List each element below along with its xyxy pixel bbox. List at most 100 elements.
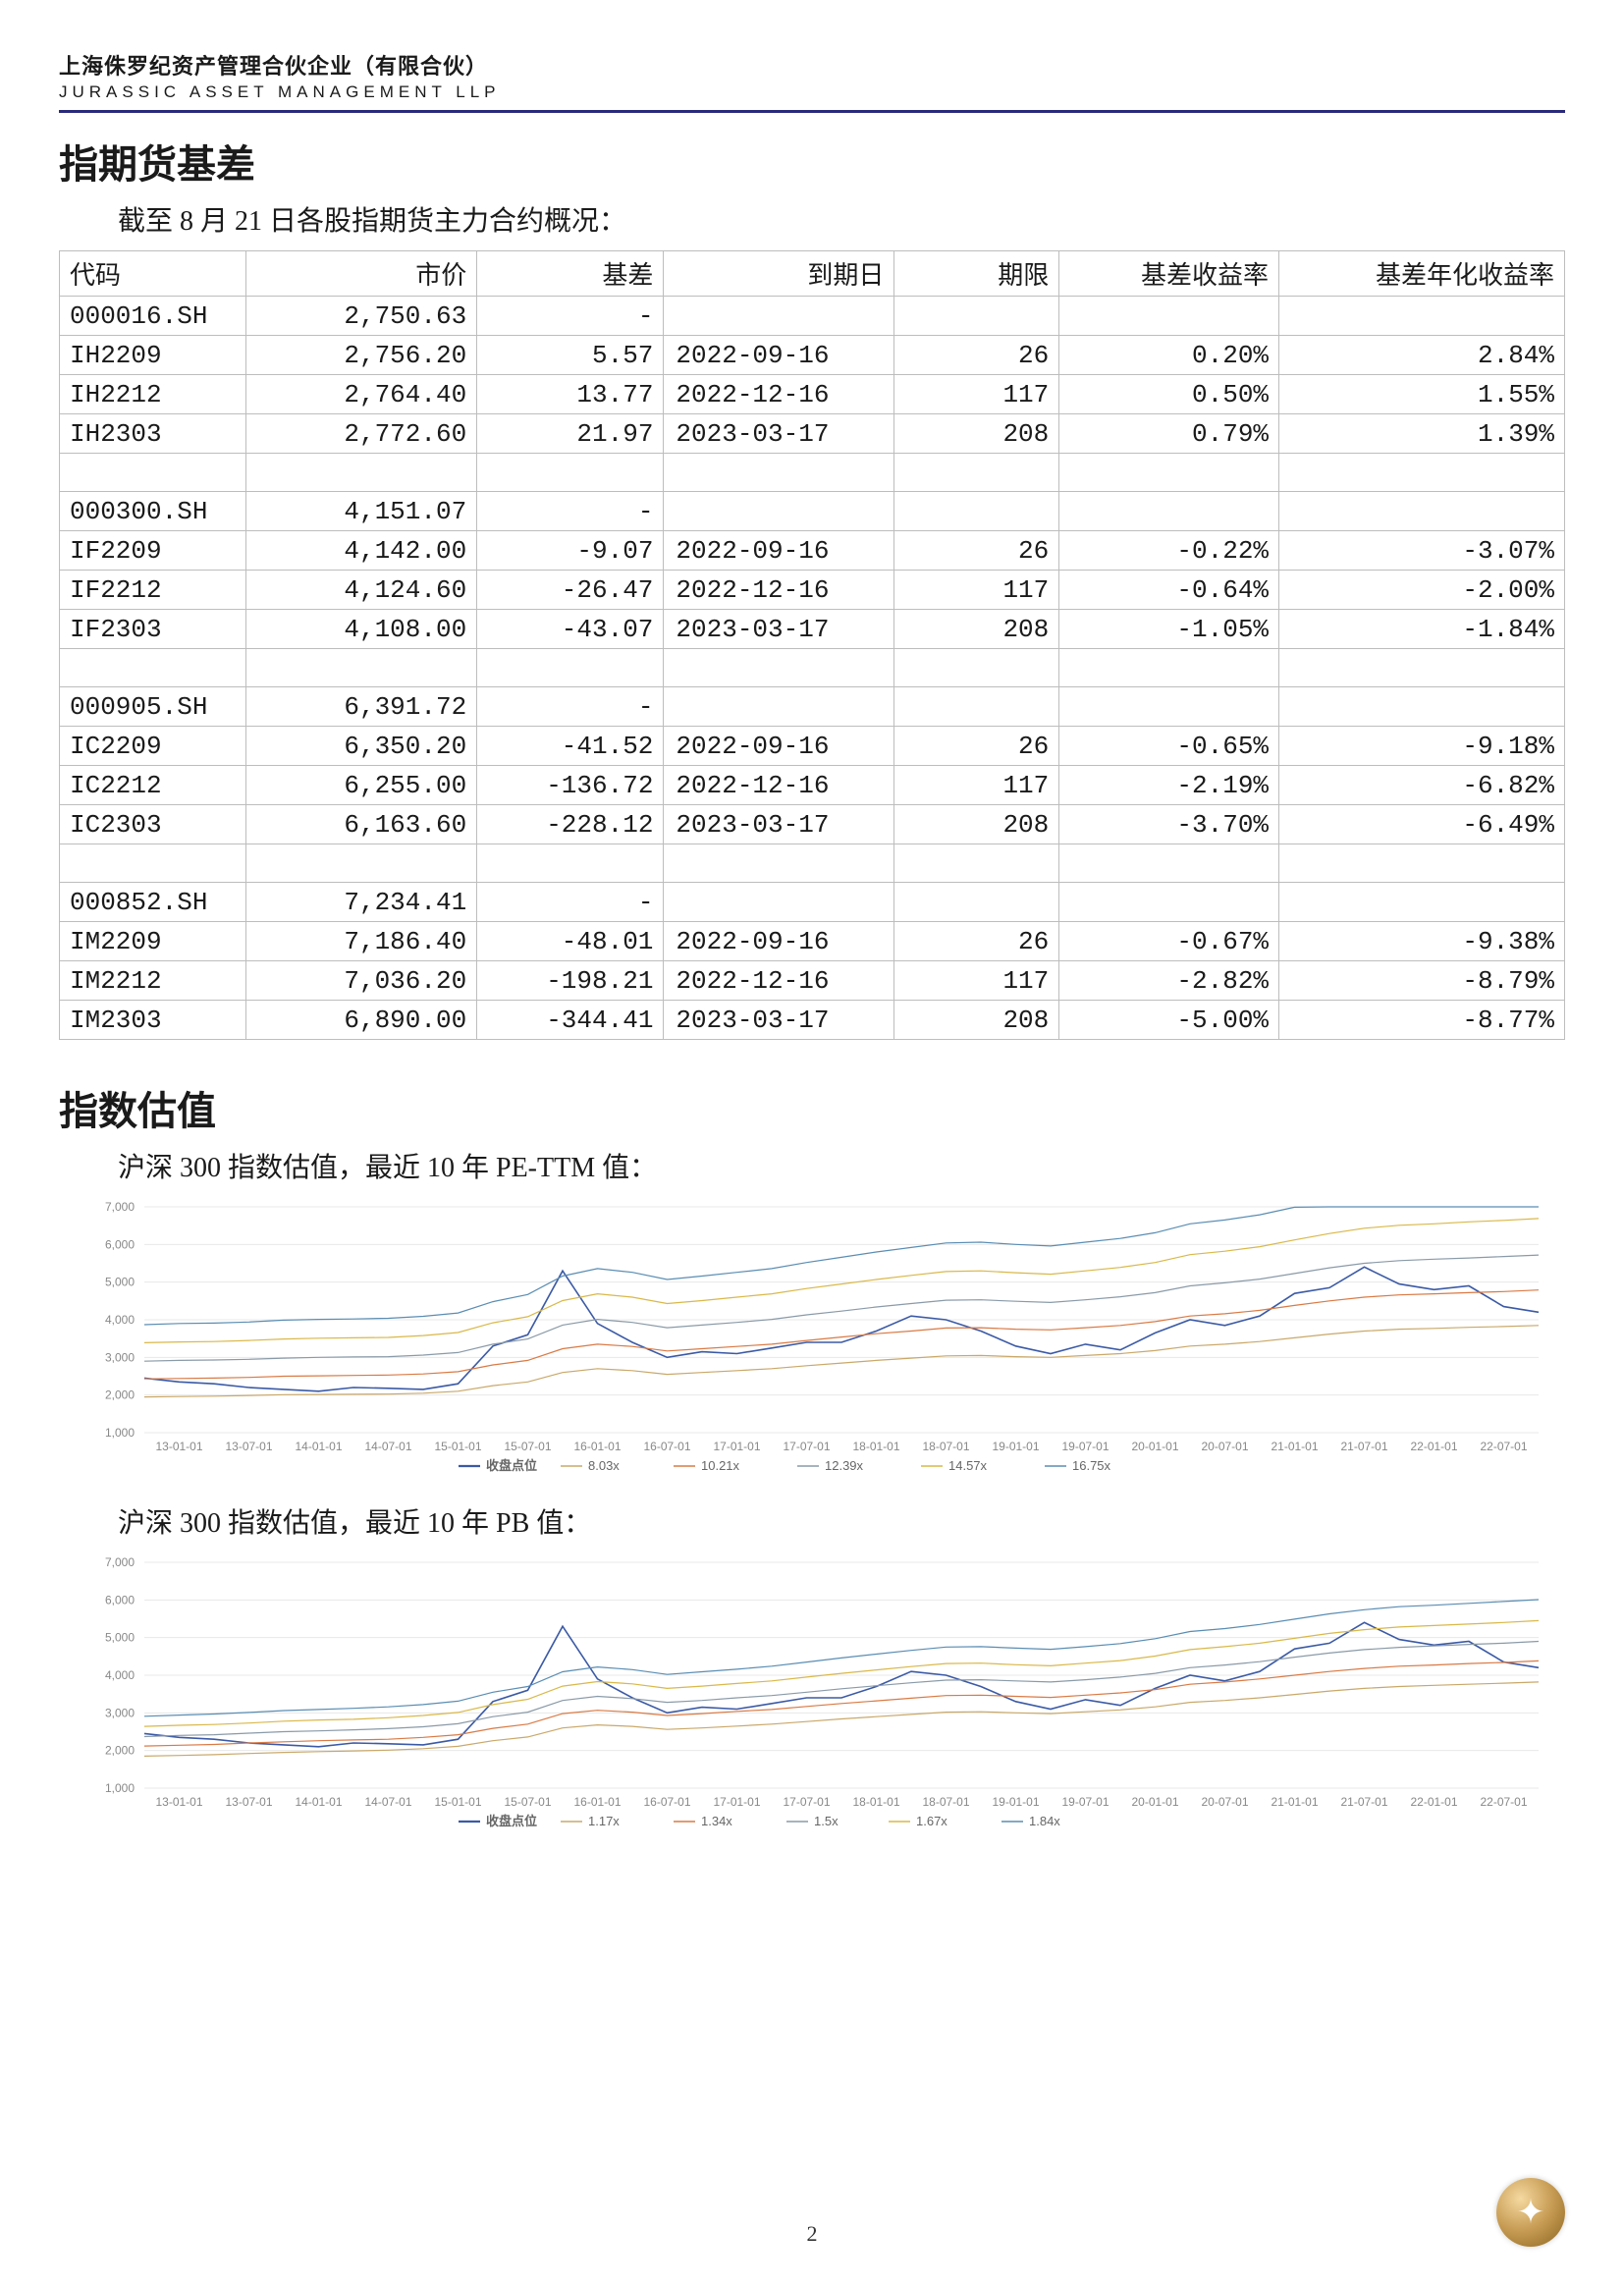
table-cell: -198.21 — [477, 961, 664, 1001]
svg-text:21-01-01: 21-01-01 — [1271, 1795, 1318, 1809]
table-cell: - — [477, 687, 664, 727]
table-row: IH23032,772.6021.972023-03-172080.79%1.3… — [60, 414, 1565, 454]
table-cell: 6,890.00 — [246, 1001, 477, 1040]
table-header-cell: 基差 — [477, 251, 664, 297]
svg-text:14-01-01: 14-01-01 — [295, 1440, 342, 1453]
table-cell: 117 — [894, 961, 1059, 1001]
table-cell: IM2303 — [60, 1001, 246, 1040]
table-cell: -5.00% — [1059, 1001, 1279, 1040]
table-cell: -1.84% — [1279, 610, 1565, 649]
svg-text:13-07-01: 13-07-01 — [225, 1795, 272, 1809]
table-cell: IF2212 — [60, 571, 246, 610]
table-cell: -0.65% — [1059, 727, 1279, 766]
svg-text:2,000: 2,000 — [105, 1744, 135, 1758]
table-cell — [1059, 297, 1279, 336]
table-cell — [1279, 297, 1565, 336]
table-cell — [664, 297, 894, 336]
table-cell: IF2209 — [60, 531, 246, 571]
table-cell: -6.49% — [1279, 805, 1565, 844]
svg-text:5,000: 5,000 — [105, 1276, 135, 1289]
svg-text:21-07-01: 21-07-01 — [1340, 1795, 1387, 1809]
table-cell: 26 — [894, 922, 1059, 961]
table-row — [60, 844, 1565, 883]
svg-text:20-01-01: 20-01-01 — [1131, 1440, 1178, 1453]
svg-text:1.67x: 1.67x — [916, 1814, 947, 1828]
svg-text:19-07-01: 19-07-01 — [1061, 1795, 1109, 1809]
svg-text:14-07-01: 14-07-01 — [364, 1440, 411, 1453]
svg-text:18-01-01: 18-01-01 — [852, 1440, 899, 1453]
table-cell: -3.70% — [1059, 805, 1279, 844]
svg-text:17-01-01: 17-01-01 — [713, 1440, 760, 1453]
table-cell: 000905.SH — [60, 687, 246, 727]
table-cell: 2022-12-16 — [664, 766, 894, 805]
table-cell: 0.79% — [1059, 414, 1279, 454]
table-row: IC22096,350.20-41.522022-09-1626-0.65%-9… — [60, 727, 1565, 766]
table-cell: 2022-09-16 — [664, 336, 894, 375]
table-cell: IC2209 — [60, 727, 246, 766]
table-cell: -2.82% — [1059, 961, 1279, 1001]
svg-text:3,000: 3,000 — [105, 1350, 135, 1364]
table-row: IM22127,036.20-198.212022-12-16117-2.82%… — [60, 961, 1565, 1001]
table-cell — [664, 687, 894, 727]
table-cell: 1.39% — [1279, 414, 1565, 454]
section2-title: 指数估值 — [59, 1079, 1565, 1136]
svg-text:7,000: 7,000 — [105, 1200, 135, 1214]
svg-text:4,000: 4,000 — [105, 1313, 135, 1327]
company-name-cn: 上海侏罗纪资产管理合伙企业（有限合伙） — [59, 49, 1565, 81]
table-cell: 2022-09-16 — [664, 922, 894, 961]
table-cell: 2,756.20 — [246, 336, 477, 375]
table-header-row: 代码市价基差到期日期限基差收益率基差年化收益率 — [60, 251, 1565, 297]
table-row: IC23036,163.60-228.122023-03-17208-3.70%… — [60, 805, 1565, 844]
table-cell: IH2303 — [60, 414, 246, 454]
svg-text:20-07-01: 20-07-01 — [1201, 1440, 1248, 1453]
table-cell — [894, 297, 1059, 336]
svg-text:16-07-01: 16-07-01 — [643, 1795, 690, 1809]
svg-text:16-01-01: 16-01-01 — [573, 1795, 621, 1809]
svg-text:1,000: 1,000 — [105, 1781, 135, 1795]
table-row: IM23036,890.00-344.412023-03-17208-5.00%… — [60, 1001, 1565, 1040]
table-cell: 13.77 — [477, 375, 664, 414]
table-cell: -344.41 — [477, 1001, 664, 1040]
svg-text:5,000: 5,000 — [105, 1631, 135, 1645]
svg-text:22-01-01: 22-01-01 — [1410, 1795, 1457, 1809]
svg-text:收盘点位: 收盘点位 — [486, 1458, 537, 1473]
table-row: IC22126,255.00-136.722022-12-16117-2.19%… — [60, 766, 1565, 805]
svg-text:13-07-01: 13-07-01 — [225, 1440, 272, 1453]
table-cell: 4,124.60 — [246, 571, 477, 610]
table-cell: 2022-09-16 — [664, 727, 894, 766]
section1-subtitle: 截至 8 月 21 日各股指期货主力合约概况： — [118, 199, 1565, 239]
table-cell — [1279, 492, 1565, 531]
table-cell: 000016.SH — [60, 297, 246, 336]
page-number: 2 — [0, 2221, 1624, 2247]
table-cell — [1059, 687, 1279, 727]
table-cell: IH2209 — [60, 336, 246, 375]
svg-text:22-07-01: 22-07-01 — [1480, 1795, 1527, 1809]
table-cell: 4,142.00 — [246, 531, 477, 571]
table-cell: -8.77% — [1279, 1001, 1565, 1040]
table-cell: 26 — [894, 336, 1059, 375]
table-cell: 6,391.72 — [246, 687, 477, 727]
table-cell: -0.64% — [1059, 571, 1279, 610]
table-cell: 2.84% — [1279, 336, 1565, 375]
table-cell — [894, 492, 1059, 531]
table-cell — [1059, 883, 1279, 922]
table-cell: -1.05% — [1059, 610, 1279, 649]
svg-text:15-01-01: 15-01-01 — [434, 1795, 481, 1809]
table-cell: - — [477, 297, 664, 336]
svg-text:19-01-01: 19-01-01 — [992, 1795, 1039, 1809]
table-cell: 208 — [894, 805, 1059, 844]
table-cell: 2022-12-16 — [664, 571, 894, 610]
table-cell: 6,255.00 — [246, 766, 477, 805]
table-cell: -6.82% — [1279, 766, 1565, 805]
svg-text:13-01-01: 13-01-01 — [155, 1440, 202, 1453]
table-row: IF22124,124.60-26.472022-12-16117-0.64%-… — [60, 571, 1565, 610]
svg-text:19-07-01: 19-07-01 — [1061, 1440, 1109, 1453]
table-cell: 2023-03-17 — [664, 414, 894, 454]
section1-title: 指期货基差 — [59, 133, 1565, 190]
table-cell: -9.07 — [477, 531, 664, 571]
table-cell: 26 — [894, 531, 1059, 571]
table-row: IM22097,186.40-48.012022-09-1626-0.67%-9… — [60, 922, 1565, 961]
table-cell: 2023-03-17 — [664, 805, 894, 844]
table-cell: -48.01 — [477, 922, 664, 961]
svg-text:15-07-01: 15-07-01 — [504, 1440, 551, 1453]
